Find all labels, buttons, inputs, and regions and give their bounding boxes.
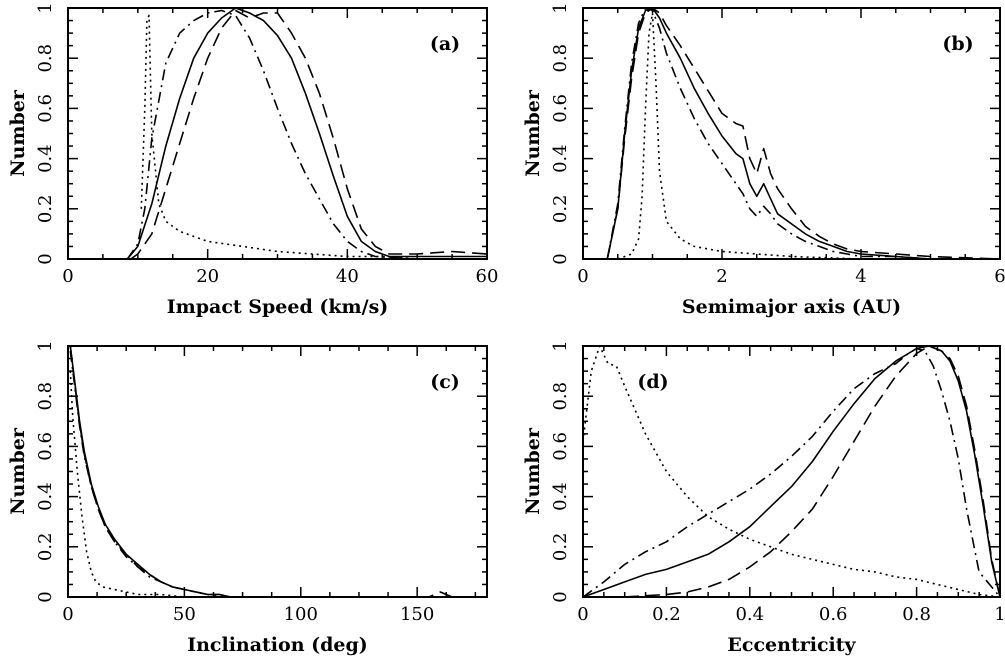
x-axis-label: Semimajor axis (AU) (682, 296, 901, 318)
panel-label: (b) (942, 33, 973, 55)
x-tick-label: 0 (62, 604, 73, 625)
y-axis-label: Number (522, 89, 544, 177)
y-tick-label: 0.2 (35, 194, 56, 223)
series-dashed-line (606, 7, 1001, 260)
panel-d: 0 0.2 0.4 0.6 0.8 1 0 0.2 0.4 0.6 0.8 1 Eccentricity… (522, 340, 1005, 656)
y-tick-label: 0.4 (35, 144, 56, 173)
y-tick-label: 0.6 (35, 94, 56, 123)
series-dashdot-line (606, 7, 1000, 260)
y-tick-label: 0.8 (550, 44, 571, 73)
x-tick-label: 100 (284, 604, 318, 625)
series-solid-line (606, 7, 1000, 260)
y-tick-label: 0.4 (550, 144, 571, 173)
panel-label: (d) (637, 371, 668, 393)
panel-label: (c) (430, 371, 460, 393)
y-tick-label: 1 (35, 2, 56, 13)
x-tick-label: 0 (577, 604, 588, 625)
y-tick-label: 0.6 (550, 432, 571, 461)
x-tick-label: 0.4 (735, 604, 764, 625)
y-tick-label: 1 (550, 2, 571, 13)
panel-b: 0 2 4 6 0 0.2 0.4 0.6 0.8 1 Semimajor axis (AU) Num… (522, 2, 1005, 318)
y-tick-label: 0.4 (35, 482, 56, 511)
plot-frame (67, 7, 488, 260)
y-tick-label: 0.6 (35, 432, 56, 461)
x-tick-label: 4 (855, 266, 866, 287)
x-tick-label: 6 (994, 266, 1005, 287)
series-solid-line (582, 345, 1001, 598)
series-dashdot-line (126, 9, 487, 260)
y-tick-label: 0 (35, 591, 56, 602)
x-tick-label: 0 (62, 266, 73, 287)
y-tick-label: 0.2 (550, 532, 571, 561)
panel-a: 0 20 40 60 0 0.2 0.4 0.6 0.8 1 Impact Speed (km/s)… (7, 2, 498, 318)
x-tick-label: 0.8 (902, 604, 931, 625)
series-dashed-line (583, 345, 1001, 598)
y-tick-label: 0.8 (35, 44, 56, 73)
y-tick-label: 0.6 (550, 94, 571, 123)
x-axis-label: Impact Speed (km/s) (167, 296, 389, 318)
series-solid-line (69, 345, 487, 598)
x-tick-label: 1 (994, 604, 1005, 625)
x-tick-label: 2 (716, 266, 727, 287)
y-tick-label: 0.2 (550, 194, 571, 223)
y-axis-label: Number (7, 427, 29, 515)
x-axis-label: Eccentricity (727, 634, 856, 656)
x-tick-label: 150 (400, 604, 434, 625)
y-tick-label: 0 (550, 591, 571, 602)
y-tick-label: 0.8 (550, 382, 571, 411)
y-tick-label: 0.8 (35, 382, 56, 411)
series-solid-line (126, 7, 487, 260)
x-tick-label: 0 (577, 266, 588, 287)
x-tick-label: 50 (173, 604, 196, 625)
x-tick-label: 0.2 (652, 604, 681, 625)
x-tick-label: 0.6 (819, 604, 848, 625)
series-dotted-line (140, 14, 487, 260)
plot-frame (582, 7, 1001, 260)
series-dashdot-line (69, 350, 487, 598)
panel-c: 0 50 100 150 0 0.2 0.4 0.6 0.8 1 Inclination (deg)… (7, 340, 488, 656)
y-axis-label: Number (7, 89, 29, 177)
y-axis-label: Number (522, 427, 544, 515)
x-tick-label: 20 (196, 266, 219, 287)
y-tick-label: 0.4 (550, 482, 571, 511)
panel-label: (a) (430, 33, 460, 55)
series-dashdot-line (582, 347, 1001, 598)
y-tick-label: 0 (550, 253, 571, 264)
x-axis-label: Inclination (deg) (187, 634, 368, 656)
y-tick-label: 1 (550, 340, 571, 351)
y-tick-label: 0 (35, 253, 56, 264)
y-tick-label: 0.2 (35, 532, 56, 561)
x-tick-label: 60 (476, 266, 499, 287)
y-tick-label: 1 (35, 340, 56, 351)
x-tick-label: 40 (336, 266, 359, 287)
series-dotted-line (69, 371, 487, 598)
